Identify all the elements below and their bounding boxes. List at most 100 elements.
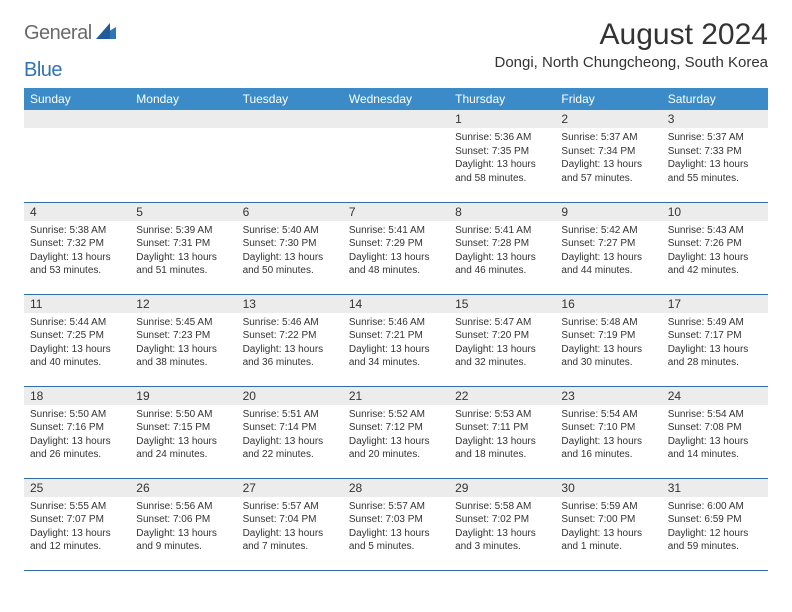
sunset-text: Sunset: 7:14 PM (243, 421, 337, 435)
sunset-text: Sunset: 7:12 PM (349, 421, 443, 435)
sunrise-text: Sunrise: 5:54 AM (668, 408, 762, 422)
daylight-text: Daylight: 13 hours and 22 minutes. (243, 435, 337, 462)
day-number: 17 (662, 295, 768, 313)
day-number: 10 (662, 203, 768, 221)
day-body (24, 128, 130, 135)
daylight-text: Daylight: 13 hours and 16 minutes. (561, 435, 655, 462)
day-cell: 16Sunrise: 5:48 AMSunset: 7:19 PMDayligh… (555, 294, 661, 386)
day-number: 30 (555, 479, 661, 497)
day-cell: 2Sunrise: 5:37 AMSunset: 7:34 PMDaylight… (555, 110, 661, 202)
sunrise-text: Sunrise: 5:48 AM (561, 316, 655, 330)
day-cell: 10Sunrise: 5:43 AMSunset: 7:26 PMDayligh… (662, 202, 768, 294)
day-number: 15 (449, 295, 555, 313)
sunrise-text: Sunrise: 5:50 AM (30, 408, 124, 422)
weekday-header: Tuesday (237, 88, 343, 110)
day-body (237, 128, 343, 135)
daylight-text: Daylight: 13 hours and 36 minutes. (243, 343, 337, 370)
daylight-text: Daylight: 13 hours and 40 minutes. (30, 343, 124, 370)
day-number: 2 (555, 110, 661, 128)
day-cell: 29Sunrise: 5:58 AMSunset: 7:02 PMDayligh… (449, 478, 555, 570)
day-body: Sunrise: 5:42 AMSunset: 7:27 PMDaylight:… (555, 221, 661, 282)
daylight-text: Daylight: 13 hours and 42 minutes. (668, 251, 762, 278)
calendar-week-row: 18Sunrise: 5:50 AMSunset: 7:16 PMDayligh… (24, 386, 768, 478)
sunrise-text: Sunrise: 5:46 AM (243, 316, 337, 330)
sunset-text: Sunset: 7:27 PM (561, 237, 655, 251)
day-body: Sunrise: 5:46 AMSunset: 7:21 PMDaylight:… (343, 313, 449, 374)
sunrise-text: Sunrise: 5:38 AM (30, 224, 124, 238)
day-body: Sunrise: 5:50 AMSunset: 7:16 PMDaylight:… (24, 405, 130, 466)
sunset-text: Sunset: 7:30 PM (243, 237, 337, 251)
day-cell: 19Sunrise: 5:50 AMSunset: 7:15 PMDayligh… (130, 386, 236, 478)
day-number: 14 (343, 295, 449, 313)
day-cell: 30Sunrise: 5:59 AMSunset: 7:00 PMDayligh… (555, 478, 661, 570)
day-cell: 8Sunrise: 5:41 AMSunset: 7:28 PMDaylight… (449, 202, 555, 294)
sunrise-text: Sunrise: 6:00 AM (668, 500, 762, 514)
sunrise-text: Sunrise: 5:57 AM (349, 500, 443, 514)
sunset-text: Sunset: 7:29 PM (349, 237, 443, 251)
day-body (343, 128, 449, 135)
sunrise-text: Sunrise: 5:47 AM (455, 316, 549, 330)
daylight-text: Daylight: 13 hours and 55 minutes. (668, 158, 762, 185)
daylight-text: Daylight: 13 hours and 18 minutes. (455, 435, 549, 462)
sunrise-text: Sunrise: 5:46 AM (349, 316, 443, 330)
day-number: 9 (555, 203, 661, 221)
sunrise-text: Sunrise: 5:41 AM (349, 224, 443, 238)
day-body: Sunrise: 5:58 AMSunset: 7:02 PMDaylight:… (449, 497, 555, 558)
day-number (343, 110, 449, 128)
day-cell: 12Sunrise: 5:45 AMSunset: 7:23 PMDayligh… (130, 294, 236, 386)
sunrise-text: Sunrise: 5:59 AM (561, 500, 655, 514)
daylight-text: Daylight: 13 hours and 32 minutes. (455, 343, 549, 370)
day-cell: 7Sunrise: 5:41 AMSunset: 7:29 PMDaylight… (343, 202, 449, 294)
day-cell: 9Sunrise: 5:42 AMSunset: 7:27 PMDaylight… (555, 202, 661, 294)
calendar-week-row: 1Sunrise: 5:36 AMSunset: 7:35 PMDaylight… (24, 110, 768, 202)
daylight-text: Daylight: 13 hours and 5 minutes. (349, 527, 443, 554)
day-body: Sunrise: 5:43 AMSunset: 7:26 PMDaylight:… (662, 221, 768, 282)
sunset-text: Sunset: 7:32 PM (30, 237, 124, 251)
day-cell: 24Sunrise: 5:54 AMSunset: 7:08 PMDayligh… (662, 386, 768, 478)
day-number: 24 (662, 387, 768, 405)
day-number: 3 (662, 110, 768, 128)
daylight-text: Daylight: 13 hours and 48 minutes. (349, 251, 443, 278)
sunrise-text: Sunrise: 5:54 AM (561, 408, 655, 422)
day-number: 22 (449, 387, 555, 405)
sunset-text: Sunset: 7:22 PM (243, 329, 337, 343)
day-body: Sunrise: 5:36 AMSunset: 7:35 PMDaylight:… (449, 128, 555, 189)
day-body: Sunrise: 5:59 AMSunset: 7:00 PMDaylight:… (555, 497, 661, 558)
day-body: Sunrise: 5:54 AMSunset: 7:08 PMDaylight:… (662, 405, 768, 466)
day-cell: 27Sunrise: 5:57 AMSunset: 7:04 PMDayligh… (237, 478, 343, 570)
daylight-text: Daylight: 13 hours and 9 minutes. (136, 527, 230, 554)
day-number: 21 (343, 387, 449, 405)
day-number: 4 (24, 203, 130, 221)
day-number: 1 (449, 110, 555, 128)
day-body: Sunrise: 5:38 AMSunset: 7:32 PMDaylight:… (24, 221, 130, 282)
sunset-text: Sunset: 7:08 PM (668, 421, 762, 435)
day-number: 25 (24, 479, 130, 497)
weekday-header: Sunday (24, 88, 130, 110)
daylight-text: Daylight: 13 hours and 14 minutes. (668, 435, 762, 462)
day-cell: 21Sunrise: 5:52 AMSunset: 7:12 PMDayligh… (343, 386, 449, 478)
day-cell: 26Sunrise: 5:56 AMSunset: 7:06 PMDayligh… (130, 478, 236, 570)
daylight-text: Daylight: 13 hours and 50 minutes. (243, 251, 337, 278)
logo-text-general: General (24, 22, 92, 45)
calendar-body: 1Sunrise: 5:36 AMSunset: 7:35 PMDaylight… (24, 110, 768, 570)
sunset-text: Sunset: 7:04 PM (243, 513, 337, 527)
month-title: August 2024 (494, 18, 768, 52)
sunrise-text: Sunrise: 5:37 AM (668, 131, 762, 145)
sunrise-text: Sunrise: 5:53 AM (455, 408, 549, 422)
day-cell: 23Sunrise: 5:54 AMSunset: 7:10 PMDayligh… (555, 386, 661, 478)
day-body: Sunrise: 5:57 AMSunset: 7:03 PMDaylight:… (343, 497, 449, 558)
sunset-text: Sunset: 7:33 PM (668, 145, 762, 159)
weekday-header: Monday (130, 88, 236, 110)
sunset-text: Sunset: 7:31 PM (136, 237, 230, 251)
day-cell (24, 110, 130, 202)
day-number (237, 110, 343, 128)
day-cell: 20Sunrise: 5:51 AMSunset: 7:14 PMDayligh… (237, 386, 343, 478)
day-number: 29 (449, 479, 555, 497)
day-number: 12 (130, 295, 236, 313)
weekday-header: Friday (555, 88, 661, 110)
calendar-week-row: 25Sunrise: 5:55 AMSunset: 7:07 PMDayligh… (24, 478, 768, 570)
daylight-text: Daylight: 13 hours and 44 minutes. (561, 251, 655, 278)
day-number (24, 110, 130, 128)
day-cell: 31Sunrise: 6:00 AMSunset: 6:59 PMDayligh… (662, 478, 768, 570)
daylight-text: Daylight: 13 hours and 3 minutes. (455, 527, 549, 554)
